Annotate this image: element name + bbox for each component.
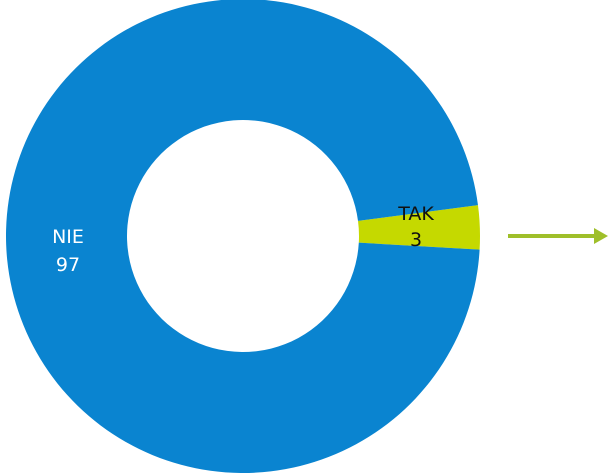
- slice-label-value: 97: [56, 254, 80, 276]
- slice-label-name: NIE: [52, 226, 84, 248]
- right-arrow-icon: [508, 228, 608, 244]
- slice-label-tak: TAK 3: [397, 203, 434, 251]
- slice-label-value: 3: [410, 229, 422, 251]
- slice-label-nie: NIE 97: [52, 226, 84, 276]
- slice-nie: [6, 0, 480, 473]
- labels-layer: TAK 3 NIE 97: [52, 203, 434, 276]
- slice-tak: [358, 205, 481, 250]
- slices-layer: [6, 0, 481, 473]
- slice-label-name: TAK: [397, 203, 434, 225]
